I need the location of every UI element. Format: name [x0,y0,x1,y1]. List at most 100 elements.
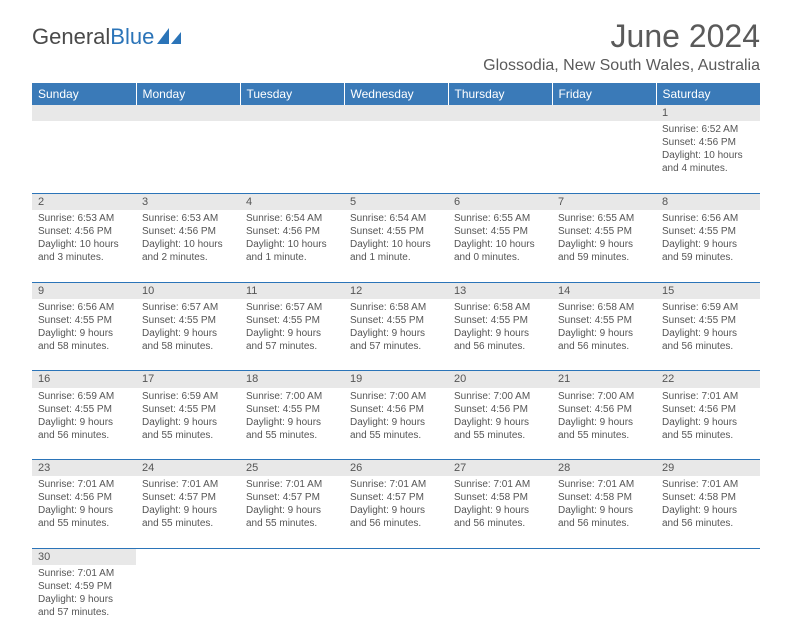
calendar-header-row: SundayMondayTuesdayWednesdayThursdayFrid… [32,83,760,105]
sunrise-text: Sunrise: 6:58 AM [454,301,546,314]
day-data-cell: Sunrise: 6:53 AMSunset: 4:56 PMDaylight:… [32,210,136,282]
day-number-cell [240,105,344,121]
sunrise-text: Sunrise: 6:54 AM [246,212,338,225]
daylight-text: Daylight: 9 hours and 55 minutes. [142,504,234,530]
day-data-cell: Sunrise: 7:01 AMSunset: 4:59 PMDaylight:… [32,565,136,637]
sail-icon [156,26,182,49]
daylight-text: Daylight: 9 hours and 56 minutes. [454,504,546,530]
day-number-cell: 16 [32,371,136,388]
day-header: Tuesday [240,83,344,105]
day-number-cell [448,548,552,565]
sunset-text: Sunset: 4:58 PM [454,491,546,504]
month-title: June 2024 [483,18,760,55]
sunset-text: Sunset: 4:55 PM [38,314,130,327]
day-number-cell: 22 [656,371,760,388]
day-number-cell: 30 [32,548,136,565]
day-data-cell: Sunrise: 6:58 AMSunset: 4:55 PMDaylight:… [552,299,656,371]
daylight-text: Daylight: 10 hours and 1 minute. [350,238,442,264]
day-number-cell: 15 [656,282,760,299]
day-data-cell: Sunrise: 6:59 AMSunset: 4:55 PMDaylight:… [136,388,240,460]
data-row: Sunrise: 6:52 AMSunset: 4:56 PMDaylight:… [32,121,760,193]
day-data-cell: Sunrise: 6:57 AMSunset: 4:55 PMDaylight:… [240,299,344,371]
day-data-cell: Sunrise: 6:57 AMSunset: 4:55 PMDaylight:… [136,299,240,371]
daylight-text: Daylight: 10 hours and 1 minute. [246,238,338,264]
daylight-text: Daylight: 9 hours and 55 minutes. [558,416,650,442]
day-data-cell [448,565,552,637]
daynum-row: 1 [32,105,760,121]
sunrise-text: Sunrise: 6:58 AM [558,301,650,314]
day-number-cell: 4 [240,193,344,210]
daylight-text: Daylight: 9 hours and 57 minutes. [350,327,442,353]
day-number-cell: 28 [552,460,656,477]
sunset-text: Sunset: 4:56 PM [142,225,234,238]
day-number-cell [552,105,656,121]
day-number-cell: 25 [240,460,344,477]
daylight-text: Daylight: 9 hours and 59 minutes. [662,238,754,264]
day-data-cell: Sunrise: 6:58 AMSunset: 4:55 PMDaylight:… [344,299,448,371]
day-data-cell: Sunrise: 7:00 AMSunset: 4:56 PMDaylight:… [552,388,656,460]
day-data-cell: Sunrise: 7:01 AMSunset: 4:57 PMDaylight:… [344,476,448,548]
day-header: Friday [552,83,656,105]
day-number-cell: 27 [448,460,552,477]
sunset-text: Sunset: 4:57 PM [246,491,338,504]
day-data-cell [552,121,656,193]
sunset-text: Sunset: 4:55 PM [662,225,754,238]
location: Glossodia, New South Wales, Australia [483,57,760,75]
day-number-cell [136,105,240,121]
sunset-text: Sunset: 4:59 PM [38,580,130,593]
title-block: June 2024 Glossodia, New South Wales, Au… [483,18,760,75]
day-number-cell: 8 [656,193,760,210]
data-row: Sunrise: 6:59 AM Sunset: 4:55 PM Daylight:… [32,388,760,460]
sunrise-text: Sunrise: 6:55 AM [454,212,546,225]
sunrise-text: Sunrise: 7:00 AM [454,390,546,403]
day-data-cell: Sunrise: 7:01 AMSunset: 4:57 PMDaylight:… [136,476,240,548]
day-number-cell [240,548,344,565]
logo-part2: Blue [110,24,154,49]
day-number-cell [32,105,136,121]
daynum-row: 2345678 [32,193,760,210]
day-number-cell: 9 [32,282,136,299]
day-data-cell [32,121,136,193]
day-data-cell: Sunrise: 7:00 AMSunset: 4:56 PMDaylight:… [344,388,448,460]
sunset-text: Sunset: 4:55 PM [142,403,234,416]
daylight-text: Daylight: 10 hours and 4 minutes. [662,149,754,175]
day-data-cell [240,121,344,193]
day-number-cell: 21 [552,371,656,388]
day-data-cell: Sunrise: 7:01 AMSunset: 4:56 PMDaylight:… [656,388,760,460]
day-header: Monday [136,83,240,105]
daylight-text: Daylight: 9 hours and 55 minutes. [350,416,442,442]
day-number-cell: 26 [344,460,448,477]
day-data-cell: Sunrise: 6:54 AMSunset: 4:55 PMDaylight:… [344,210,448,282]
day-number-cell: 2 [32,193,136,210]
day-data-cell [344,565,448,637]
day-data-cell: Sunrise: 7:00 AMSunset: 4:56 PMDaylight:… [448,388,552,460]
sunset-text: Sunset: 4:55 PM [246,314,338,327]
sunrise-text: Sunrise: 6:59 AM [38,390,130,403]
daylight-text: Daylight: 9 hours and 57 minutes. [38,593,130,619]
daylight-text: Daylight: 9 hours and 55 minutes. [246,504,338,530]
sunset-text: Sunset: 4:57 PM [350,491,442,504]
header: GeneralBlue June 2024 Glossodia, New Sou… [32,18,760,75]
sunset-text: Sunset: 4:56 PM [662,403,754,416]
daynum-row: 23242526272829 [32,460,760,477]
day-number-cell [344,105,448,121]
sunrise-text: Sunrise: 6:53 AM [142,212,234,225]
data-row: Sunrise: 7:01 AMSunset: 4:56 PMDaylight:… [32,476,760,548]
sunrise-text: Sunrise: 6:54 AM [350,212,442,225]
sunrise-text: Sunrise: 6:57 AM [246,301,338,314]
sunrise-text: Sunrise: 6:55 AM [558,212,650,225]
day-data-cell: Sunrise: 6:52 AMSunset: 4:56 PMDaylight:… [656,121,760,193]
daynum-row: 16171819202122 [32,371,760,388]
day-data-cell [448,121,552,193]
day-data-cell: Sunrise: 7:01 AMSunset: 4:58 PMDaylight:… [552,476,656,548]
daylight-text: Daylight: 9 hours and 55 minutes. [38,504,130,530]
sunrise-text: Sunrise: 7:00 AM [246,390,338,403]
sunset-text: Sunset: 4:56 PM [38,225,130,238]
day-data-cell [136,121,240,193]
daylight-text: Daylight: 9 hours and 59 minutes. [558,238,650,264]
daylight-text: Daylight: 9 hours and 58 minutes. [142,327,234,353]
daylight-text: Daylight: 10 hours and 0 minutes. [454,238,546,264]
sunrise-text: Sunrise: 6:57 AM [142,301,234,314]
day-number-cell [344,548,448,565]
sunset-text: Sunset: 4:56 PM [662,136,754,149]
